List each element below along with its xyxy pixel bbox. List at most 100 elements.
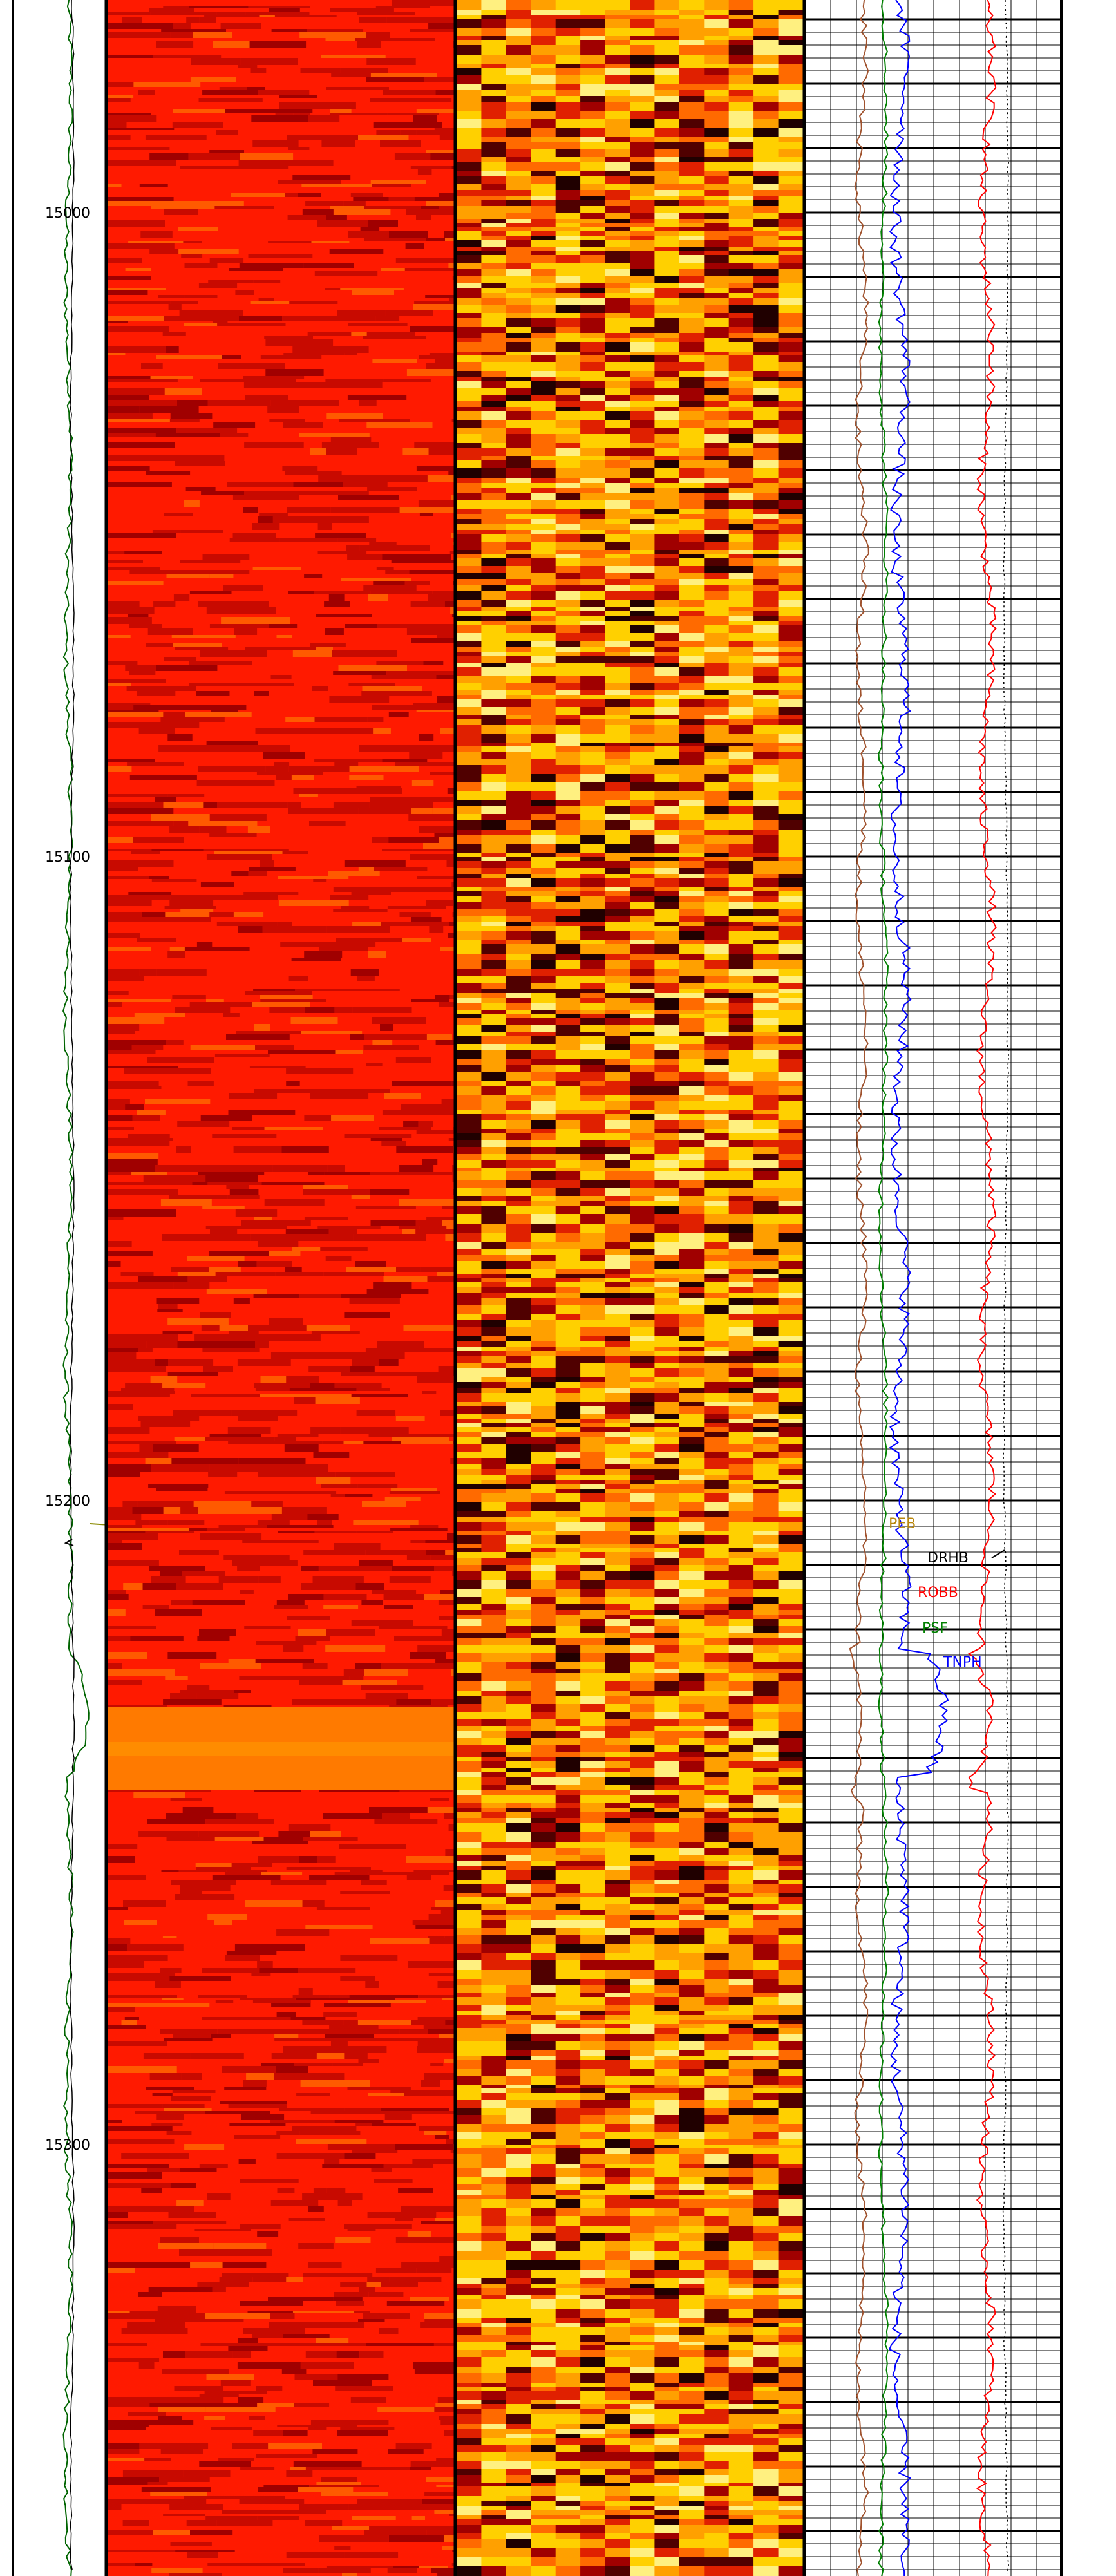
image-cell xyxy=(506,625,531,633)
image-cell xyxy=(630,478,655,483)
image-cell xyxy=(630,743,655,746)
image-cell xyxy=(555,1382,581,1388)
image-cell xyxy=(481,206,507,213)
image-cell xyxy=(728,19,754,28)
image-cell xyxy=(753,456,779,460)
image-cell xyxy=(704,1206,730,1214)
image-cell xyxy=(531,1305,556,1314)
image-streak xyxy=(357,41,381,48)
image-cell xyxy=(778,1025,804,1032)
image-cell xyxy=(457,1282,482,1287)
image-cell xyxy=(555,1114,581,1120)
image-streak xyxy=(293,113,310,115)
image-streak xyxy=(231,1863,272,1867)
image-cell xyxy=(457,142,482,149)
image-streak xyxy=(384,1685,424,1690)
image-cell xyxy=(457,993,482,998)
image-cell xyxy=(481,64,507,68)
image-cell xyxy=(704,1269,730,1274)
image-cell xyxy=(630,1059,655,1065)
image-streak xyxy=(319,1472,336,1477)
image-cell xyxy=(506,227,531,231)
image-cell xyxy=(506,695,531,699)
image-streak xyxy=(336,938,402,942)
image-cell xyxy=(531,1120,556,1129)
image-cell xyxy=(506,699,531,707)
image-cell xyxy=(728,251,754,255)
image-streak xyxy=(287,135,308,140)
image-cell xyxy=(580,1065,606,1072)
image-cell xyxy=(679,1072,705,1081)
image-streak xyxy=(108,290,148,295)
image-streak xyxy=(247,2311,293,2313)
image-streak xyxy=(139,969,157,976)
image-cell xyxy=(778,1314,804,1320)
image-streak xyxy=(175,647,229,650)
image-cell xyxy=(630,542,655,550)
image-streak xyxy=(389,1576,431,1583)
image-cell xyxy=(555,1032,581,1036)
image-streak xyxy=(288,766,350,772)
image-cell xyxy=(630,611,655,616)
image-cell xyxy=(531,1171,556,1180)
image-streak xyxy=(232,533,276,538)
image-cell xyxy=(506,1214,531,1224)
image-cell xyxy=(481,1129,507,1133)
image-streak xyxy=(301,184,372,187)
image-cell xyxy=(457,1101,482,1110)
image-streak xyxy=(406,1856,454,1863)
image-cell xyxy=(481,667,507,676)
image-cell xyxy=(728,184,754,190)
image-cell xyxy=(753,1249,779,1255)
image-streak xyxy=(437,1981,454,1988)
image-streak xyxy=(234,1690,251,1693)
image-cell xyxy=(580,64,606,68)
image-streak xyxy=(432,591,454,594)
image-cell xyxy=(728,616,754,621)
image-cell xyxy=(605,554,630,558)
image-cell xyxy=(580,585,606,591)
image-cell xyxy=(605,558,630,566)
image-cell xyxy=(704,255,730,263)
image-cell xyxy=(654,1059,680,1065)
image-cell xyxy=(580,1072,606,1081)
image-cell xyxy=(506,1114,531,1120)
image-cell xyxy=(605,534,630,542)
image-cell xyxy=(506,119,531,128)
image-cell xyxy=(555,1287,581,1293)
image-cell xyxy=(457,276,482,283)
image-streak xyxy=(332,2063,363,2066)
image-cell xyxy=(704,1101,730,1110)
image-cell xyxy=(580,800,606,806)
image-cell xyxy=(580,715,606,719)
image-streak xyxy=(153,2221,195,2224)
image-streak xyxy=(108,1472,140,1477)
image-streak xyxy=(442,1998,454,2000)
image-streak xyxy=(182,1571,225,1576)
image-cell xyxy=(531,519,556,524)
image-cell xyxy=(605,663,630,667)
image-cell xyxy=(580,1196,606,1201)
image-cell xyxy=(778,993,804,998)
image-streak xyxy=(185,712,252,717)
image-cell xyxy=(679,1393,705,1402)
image-streak xyxy=(344,2053,368,2059)
image-streak xyxy=(253,989,296,991)
image-cell xyxy=(778,293,804,298)
image-cell xyxy=(457,283,482,288)
image-streak xyxy=(415,1229,454,1234)
image-streak xyxy=(108,388,165,395)
image-streak xyxy=(218,166,289,169)
image-streak xyxy=(214,1690,234,1693)
rpm-label-pointer xyxy=(64,1539,74,1546)
image-cell xyxy=(630,162,655,171)
image-cell xyxy=(778,1050,804,1059)
image-cell xyxy=(531,896,556,902)
image-cell xyxy=(728,868,754,874)
image-streak xyxy=(346,1267,397,1272)
image-streak xyxy=(425,295,454,298)
image-streak xyxy=(260,355,322,359)
image-streak xyxy=(312,2449,358,2454)
image-streak xyxy=(162,332,186,336)
image-cell xyxy=(630,128,655,137)
